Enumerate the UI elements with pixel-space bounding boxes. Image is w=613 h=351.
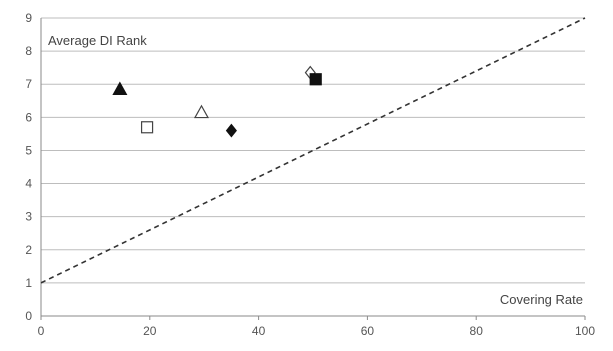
y-tick-label-0: 0 xyxy=(25,309,32,323)
dashed-reference-line xyxy=(40,17,586,284)
x-tick-label-80: 80 xyxy=(470,324,484,338)
data-point-3-triangle-open xyxy=(193,104,209,119)
x-tick-label-0: 0 xyxy=(38,324,45,338)
y-tick-label-9: 9 xyxy=(25,11,32,25)
y-tick-label-2: 2 xyxy=(25,243,32,257)
x-tick-label-40: 40 xyxy=(252,324,266,338)
y-tick-label-5: 5 xyxy=(25,143,32,157)
axes: 0 1 2 3 4 5 6 7 8 9 0 20 40 60 80 100 xyxy=(25,11,595,338)
data-points xyxy=(112,65,322,138)
data-point-4-diamond-filled xyxy=(225,123,237,138)
x-tick-label-20: 20 xyxy=(143,324,157,338)
y-tick-label-3: 3 xyxy=(25,210,32,224)
y-tick-label-7: 7 xyxy=(25,77,32,91)
y-tick-label-4: 4 xyxy=(25,177,32,191)
x-tick-label-60: 60 xyxy=(361,324,375,338)
y-tick-label-1: 1 xyxy=(25,276,32,290)
data-point-2-square-open xyxy=(140,121,154,134)
reference-line-group xyxy=(40,17,586,284)
y-tick-label-8: 8 xyxy=(25,44,32,58)
x-axis-label: Covering Rate xyxy=(500,292,583,307)
y-axis-label: Average DI Rank xyxy=(48,33,147,48)
grid-lines xyxy=(41,17,585,284)
x-tick-label-100: 100 xyxy=(575,324,595,338)
y-tick-label-6: 6 xyxy=(25,110,32,124)
data-point-6-square-filled xyxy=(309,73,322,86)
data-point-1-triangle-filled xyxy=(112,81,128,95)
